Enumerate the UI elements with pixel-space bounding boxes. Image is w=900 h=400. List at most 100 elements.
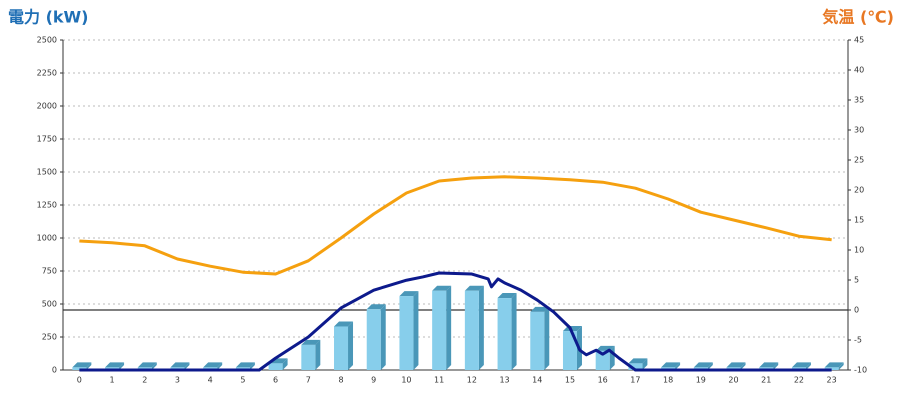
y-tick-label: 1000 (37, 234, 57, 243)
bar-top (464, 285, 484, 291)
bar-top (530, 306, 550, 312)
bar-side (740, 362, 746, 370)
y-tick-label: 500 (42, 300, 57, 309)
bar (301, 344, 316, 370)
x-tick-label: 0 (77, 376, 82, 385)
bar-top (72, 362, 92, 368)
x-tick-label: 1 (110, 376, 115, 385)
bar-side (446, 285, 452, 370)
x-tick-label: 7 (306, 376, 311, 385)
x-tick-label: 8 (338, 376, 343, 385)
y-tick-label: 1750 (37, 135, 57, 144)
line (79, 271, 832, 372)
x-tick-label: 2 (142, 376, 147, 385)
x-tick-label: 4 (208, 376, 213, 385)
bar-top (628, 358, 648, 364)
x-tick-label: 5 (240, 376, 245, 385)
x-tick-label: 6 (273, 376, 278, 385)
x-tick-label: 13 (499, 376, 509, 385)
x-tick-label: 17 (630, 376, 640, 385)
bar-side (675, 362, 681, 370)
x-tick-label: 10 (401, 376, 411, 385)
bar (334, 326, 349, 370)
y-tick-label: 1500 (37, 168, 57, 177)
x-tick-label: 23 (827, 376, 837, 385)
bar-side (151, 362, 157, 370)
bar-top (726, 362, 746, 368)
bar-side (642, 358, 648, 370)
bar-top (791, 362, 811, 368)
bar-side (707, 362, 713, 370)
bar (399, 296, 414, 370)
bar-side (838, 362, 844, 370)
y-tick-label: 2250 (37, 69, 57, 78)
bar (628, 363, 643, 370)
bar-top (334, 321, 354, 327)
bar-top (105, 362, 125, 368)
bar-side (544, 306, 550, 370)
bar-side (511, 293, 517, 370)
bar-top (497, 293, 517, 299)
y-tick-label: 2000 (37, 102, 57, 111)
bar-side (805, 362, 811, 370)
bar-top (399, 291, 419, 297)
y2-tick-label: -5 (854, 336, 862, 345)
y2-tick-label: 15 (854, 216, 864, 225)
bar-top (759, 362, 779, 368)
x-tick-label: 18 (663, 376, 673, 385)
x-tick-label: 15 (565, 376, 575, 385)
bar-top (203, 362, 223, 368)
bar-top (824, 362, 844, 368)
bar (497, 298, 512, 370)
bar-side (217, 362, 223, 370)
bar-side (413, 291, 419, 370)
y2-tick-label: -10 (854, 366, 867, 375)
bar-side (478, 285, 484, 370)
bar-side (773, 362, 779, 370)
x-tick-label: 21 (761, 376, 771, 385)
y2-tick-label: 25 (854, 156, 864, 165)
bar (595, 350, 610, 370)
line (79, 175, 832, 276)
x-tick-label: 12 (467, 376, 477, 385)
bar (530, 311, 545, 370)
bar (562, 331, 577, 370)
y2-tick-label: 45 (854, 36, 864, 45)
x-tick-label: 16 (598, 376, 608, 385)
x-tick-label: 14 (532, 376, 542, 385)
y2-axis-title: 気温 (℃) (822, 8, 894, 27)
y2-tick-label: 20 (854, 186, 864, 195)
bar-top (366, 304, 386, 310)
bar-top (301, 339, 321, 345)
bar-top (137, 362, 157, 368)
x-tick-label: 20 (728, 376, 738, 385)
y2-tick-label: 0 (854, 306, 859, 315)
bar-side (348, 321, 354, 370)
x-tick-label: 22 (794, 376, 804, 385)
bar-side (380, 304, 386, 370)
bar (464, 290, 479, 370)
bar-top (235, 362, 255, 368)
y2-tick-label: 10 (854, 246, 864, 255)
x-tick-label: 3 (175, 376, 180, 385)
bar (366, 309, 381, 370)
bar-side (315, 339, 321, 370)
bar-top (693, 362, 713, 368)
bar-side (86, 362, 92, 370)
y2-tick-label: 30 (854, 126, 864, 135)
y-tick-label: 0 (52, 366, 57, 375)
y-tick-label: 1250 (37, 201, 57, 210)
bar-top (170, 362, 190, 368)
bar-side (119, 362, 125, 370)
bar-top (432, 285, 452, 291)
chart-title: 電力 (kW) (8, 8, 89, 27)
bar-side (184, 362, 190, 370)
bar-side (282, 358, 288, 370)
bar (268, 363, 283, 370)
y-tick-label: 250 (42, 333, 57, 342)
y-tick-label: 2500 (37, 36, 57, 45)
x-tick-label: 11 (434, 376, 444, 385)
x-tick-label: 19 (696, 376, 706, 385)
